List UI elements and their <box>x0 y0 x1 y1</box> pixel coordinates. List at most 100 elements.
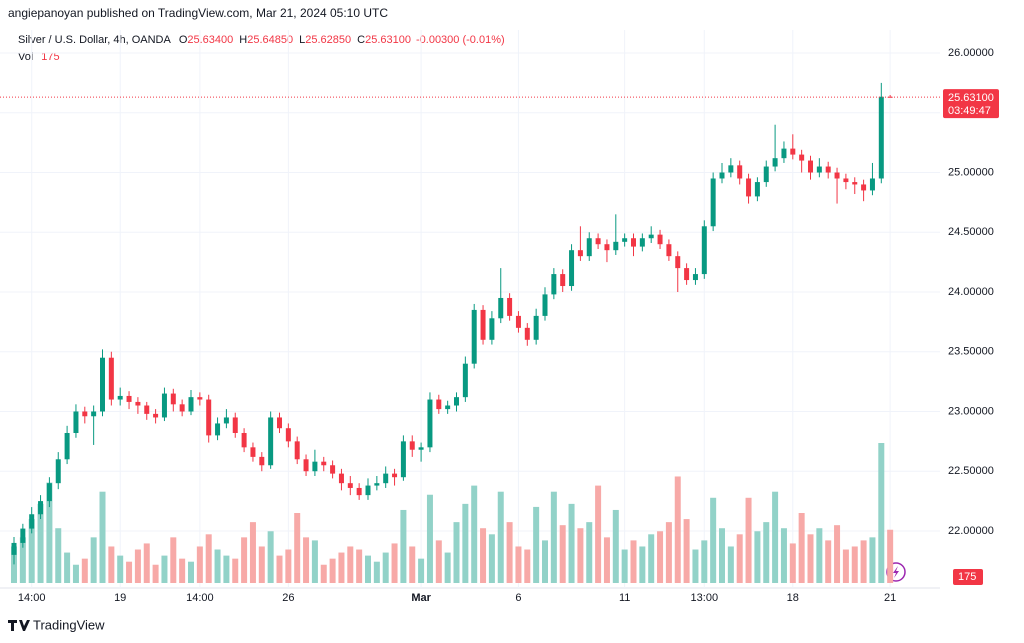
candle-body <box>188 397 194 412</box>
volume-bar <box>223 555 230 583</box>
volume-bar <box>533 506 540 583</box>
candle-body <box>55 459 61 484</box>
volume-bar <box>816 528 823 583</box>
candle-body <box>542 294 548 316</box>
volume-bar <box>559 525 566 583</box>
candle-body <box>153 413 159 418</box>
candle-body <box>816 166 822 173</box>
candle-body <box>436 399 442 410</box>
volume-legend: Vol 175 <box>18 51 60 63</box>
candle-body <box>100 357 105 412</box>
y-tick-label: 24.50000 <box>948 226 994 238</box>
candle-body <box>808 160 813 173</box>
volume-bar <box>444 552 451 583</box>
volume-bar <box>81 558 88 583</box>
candle-body <box>825 166 831 173</box>
y-tick-label: 23.50000 <box>948 346 994 358</box>
candle-body <box>82 411 88 417</box>
volume-bar <box>639 546 646 583</box>
volume-bar <box>126 561 133 583</box>
candle-body <box>135 401 141 406</box>
candle-body <box>639 238 645 247</box>
candle-body <box>206 399 212 436</box>
candle-body <box>64 432 70 460</box>
candle-body <box>471 309 477 364</box>
candle-body <box>852 182 858 185</box>
candle-body <box>418 447 424 450</box>
volume-bar <box>205 534 212 583</box>
candle-body <box>861 184 867 191</box>
volume-bar <box>488 534 495 583</box>
volume-bar <box>161 555 168 583</box>
volume-bar <box>391 543 398 583</box>
volume-bar <box>851 546 858 583</box>
volume-bar <box>267 531 274 583</box>
candle-body <box>648 234 654 239</box>
candle-body <box>790 148 796 155</box>
candle-body <box>613 241 619 251</box>
candle-body <box>215 423 221 436</box>
candle-body <box>392 473 398 478</box>
candle-body <box>843 178 849 183</box>
candle-body <box>675 256 681 269</box>
candle-body <box>400 441 406 478</box>
volume-bar <box>515 546 522 583</box>
candle-body <box>763 166 769 183</box>
attribution: angiepanoyan published on TradingView.co… <box>8 6 388 20</box>
candle-body <box>719 172 725 179</box>
candle-body <box>462 363 468 398</box>
candle-body <box>489 318 495 340</box>
volume-bar <box>665 522 672 583</box>
x-tick-label: 18 <box>787 592 799 604</box>
volume-bar <box>710 497 717 583</box>
volume-bar <box>524 549 531 583</box>
candle-body <box>746 178 752 197</box>
volume-bar <box>550 491 557 583</box>
volume-bar <box>577 528 584 583</box>
candle-body <box>586 238 592 257</box>
volume-bar <box>356 549 363 583</box>
volume-bar <box>365 555 371 583</box>
volume-bar <box>772 491 779 583</box>
volume-bar <box>860 540 867 583</box>
volume-bar <box>887 529 894 583</box>
volume-bar <box>108 546 115 583</box>
candle-body <box>330 465 336 474</box>
volume-bar <box>329 558 336 583</box>
volume-bar <box>46 482 53 583</box>
candle-body <box>887 96 893 98</box>
candle-body <box>338 473 344 484</box>
y-tick-label: 22.50000 <box>948 465 994 477</box>
candle-body <box>73 411 79 433</box>
volume-bar <box>834 525 841 583</box>
volume-bar <box>807 534 814 583</box>
volume-bar <box>603 537 610 583</box>
volume-bar <box>19 537 26 583</box>
candle-body <box>321 461 327 466</box>
volume-bar <box>586 522 593 583</box>
candle-body <box>454 397 459 406</box>
volume-bar <box>780 528 787 583</box>
volume-bar <box>249 522 256 583</box>
candle-body <box>427 399 433 448</box>
ohlc-value: 25.63100 <box>365 34 411 46</box>
volume-bar <box>382 552 389 583</box>
candle-body <box>383 473 389 484</box>
volume-bar <box>426 494 433 583</box>
candle-body <box>692 274 698 281</box>
brand-logo: TradingView <box>8 617 105 632</box>
candle-body <box>179 404 185 412</box>
volume-bar <box>683 519 690 583</box>
volume-bar <box>152 564 159 583</box>
candle-body <box>480 309 486 340</box>
candle-body <box>507 297 513 316</box>
volume-bar <box>232 558 239 583</box>
volume-bar <box>338 552 345 583</box>
volume-bar <box>621 549 628 583</box>
x-tick-label: 21 <box>884 592 896 604</box>
x-tick-label: Mar <box>411 592 431 604</box>
volume-bar <box>28 519 35 583</box>
volume-bar <box>400 509 407 583</box>
volume-bar <box>471 485 478 583</box>
volume-bar <box>90 537 97 583</box>
